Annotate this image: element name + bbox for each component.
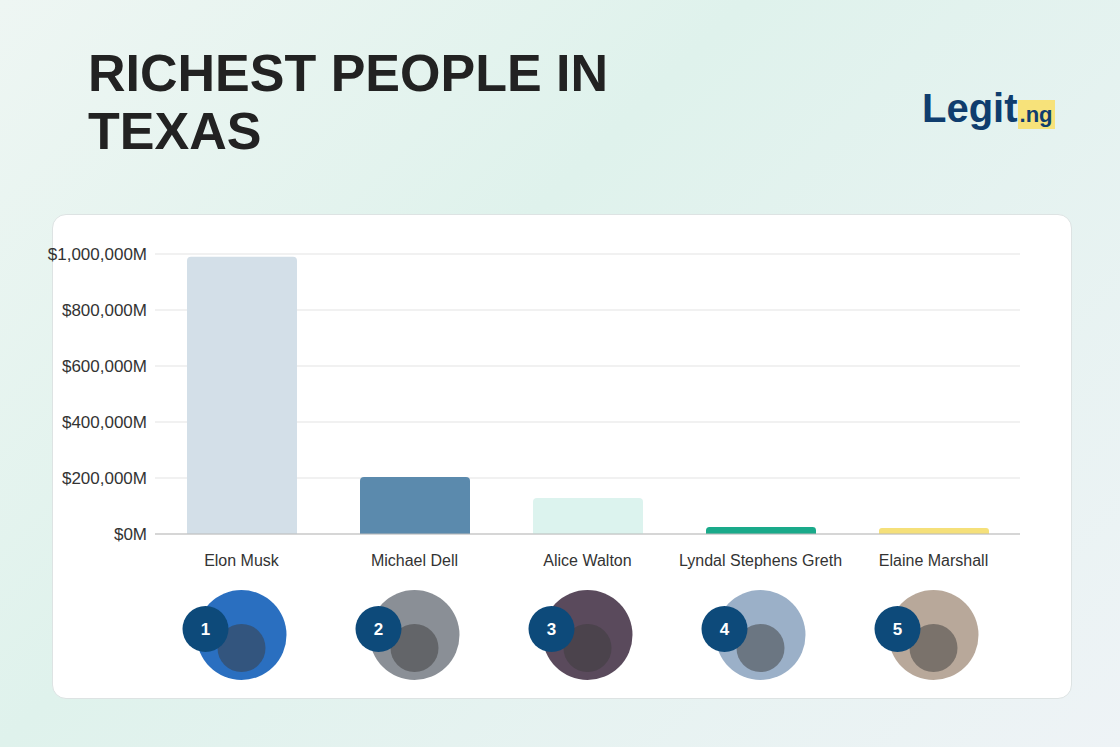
svg-text:$400,000M: $400,000M <box>62 413 147 432</box>
svg-text:2: 2 <box>374 620 383 639</box>
svg-text:Michael Dell: Michael Dell <box>371 552 458 569</box>
svg-text:Elaine Marshall: Elaine Marshall <box>879 552 988 569</box>
svg-text:$0M: $0M <box>114 525 147 544</box>
svg-text:Lyndal Stephens Greth: Lyndal Stephens Greth <box>679 552 842 569</box>
svg-text:4: 4 <box>720 620 730 639</box>
svg-text:$600,000M: $600,000M <box>62 357 147 376</box>
html-text:RICHEST PEOPLE IN TEXAS: RICHEST PEOPLE IN TEXAS <box>88 44 609 161</box>
svg-text:$200,000M: $200,000M <box>62 469 147 488</box>
html-text:Legit.ng: Legit.ng <box>922 86 1053 130</box>
svg-text:Alice Walton: Alice Walton <box>543 552 631 569</box>
svg-text:$1,000,000M: $1,000,000M <box>48 245 147 264</box>
svg-text:$800,000M: $800,000M <box>62 301 147 320</box>
svg-text:1: 1 <box>201 620 210 639</box>
svg-text:Elon Musk: Elon Musk <box>204 552 280 569</box>
svg-text:5: 5 <box>893 620 902 639</box>
svg-text:3: 3 <box>547 620 556 639</box>
